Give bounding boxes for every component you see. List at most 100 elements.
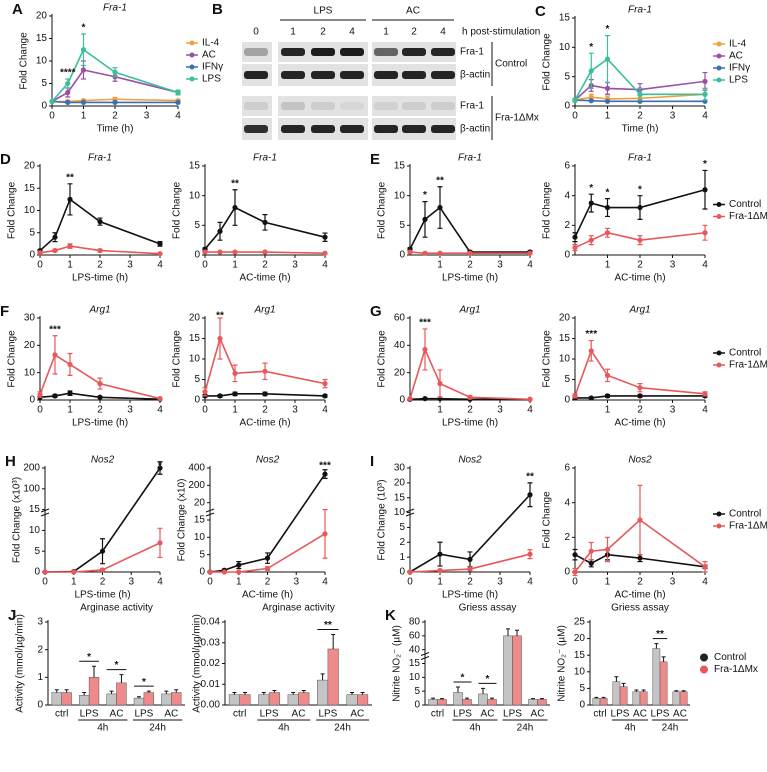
y-tick-label: 15 (194, 515, 206, 526)
bar (537, 699, 547, 706)
x-tick-label: AC (164, 709, 178, 720)
y-tick-label: 15 (574, 650, 586, 661)
error-bar (136, 696, 141, 699)
y-tick-label: 6 (564, 161, 570, 172)
y-tick-label: 0 (399, 395, 405, 406)
bar (619, 686, 628, 706)
chart-title: Arginase activity (80, 603, 153, 614)
x-axis-label: AC-time (h) (239, 418, 290, 429)
y-axis-label: Fold Change (19, 32, 30, 90)
x-axis-label: Time (h) (622, 124, 659, 135)
condition-label: Control (495, 59, 527, 70)
bar (287, 694, 299, 706)
bar (51, 692, 62, 706)
legend-swatch (716, 53, 722, 59)
data-point (422, 250, 428, 256)
y-tick-label: 25 (574, 617, 586, 628)
data-point (637, 91, 643, 97)
y-axis-label: Fold Change (10³) (377, 479, 388, 560)
legend-swatch (189, 40, 195, 46)
y-tick-label: 20 (394, 367, 406, 378)
error-bar (119, 674, 124, 683)
y-tick-label: 5 (399, 220, 405, 231)
chart-title: Fra-1 (628, 153, 652, 164)
data-point (322, 250, 328, 256)
data-point (175, 89, 181, 96)
blot-band (340, 102, 364, 110)
error-bar (621, 682, 626, 687)
data-point (604, 98, 611, 104)
error-bar (465, 697, 469, 700)
x-tick-label: 4 (527, 577, 533, 588)
bar (228, 694, 240, 706)
x-tick-label: 3 (670, 577, 676, 588)
error-bar (531, 698, 535, 700)
blot-band (402, 71, 426, 79)
data-point (572, 552, 578, 558)
x-tick-label: AC (633, 709, 647, 720)
panel-letter: J (8, 607, 16, 624)
y-tick-label: 0 (564, 101, 570, 112)
legend-swatch (716, 202, 722, 207)
y-axis-label: Fold Change (542, 181, 553, 239)
y-tick-label: 20 (394, 477, 406, 488)
significance: * (589, 183, 593, 194)
error-bar (64, 689, 69, 693)
error-bar (641, 689, 646, 692)
group-label: 4h (469, 723, 480, 734)
data-point (97, 247, 103, 254)
x-tick-label: LPS (134, 709, 153, 720)
bar (592, 698, 601, 706)
error-bar (540, 698, 544, 700)
error-bar (634, 689, 639, 692)
error-bar (82, 692, 87, 696)
y-tick-label: 2 (399, 537, 405, 548)
legend-label: Fra-1ΔMx (729, 211, 767, 222)
y-tick-label: 60 (409, 630, 421, 641)
y-tick-label: 0 (564, 395, 570, 406)
significance: * (606, 24, 610, 35)
legend-swatch (189, 52, 195, 58)
bar (88, 677, 100, 706)
y-tick-label: 20 (189, 313, 201, 324)
data-point (232, 370, 238, 376)
error-bar (490, 697, 494, 700)
y-tick-label: 0 (29, 395, 35, 406)
legend-swatch (700, 665, 708, 674)
panel-letter: B (212, 1, 223, 18)
lane-label: 2 (320, 27, 326, 38)
bar (652, 648, 661, 706)
legend-swatch (700, 653, 708, 662)
x-tick-label: AC (481, 709, 495, 720)
x-axis-label: AC-time (h) (242, 590, 293, 601)
error-bar (594, 696, 599, 699)
data-point (588, 348, 594, 354)
data-point (322, 531, 328, 537)
data-point (407, 569, 413, 575)
y-tick-label: 20 (559, 313, 571, 324)
significance: *** (49, 324, 61, 335)
error-bar (261, 692, 266, 695)
data-point (232, 249, 238, 255)
blot-group-label: LPS (314, 6, 333, 17)
bar (632, 691, 641, 706)
group-label: 24h (662, 723, 679, 734)
y-axis-label: Fold Change (377, 330, 388, 388)
x-tick-label: 2 (467, 405, 473, 416)
lane-label: 1 (290, 27, 296, 38)
x-tick-label: AC (531, 709, 545, 720)
x-tick-label: 2 (100, 577, 106, 588)
blot-header: h post-stimulation (462, 27, 540, 38)
data-point (572, 97, 578, 103)
significance: ** (216, 311, 224, 322)
legend-swatch (716, 214, 722, 219)
significance: *** (319, 461, 331, 472)
significance: * (589, 42, 593, 53)
data-point (322, 381, 328, 387)
error-bar (431, 697, 435, 700)
series-line (409, 206, 530, 253)
error-bar (440, 698, 444, 700)
significance: * (115, 660, 119, 671)
data-point (52, 393, 58, 399)
blot-band (431, 125, 455, 133)
